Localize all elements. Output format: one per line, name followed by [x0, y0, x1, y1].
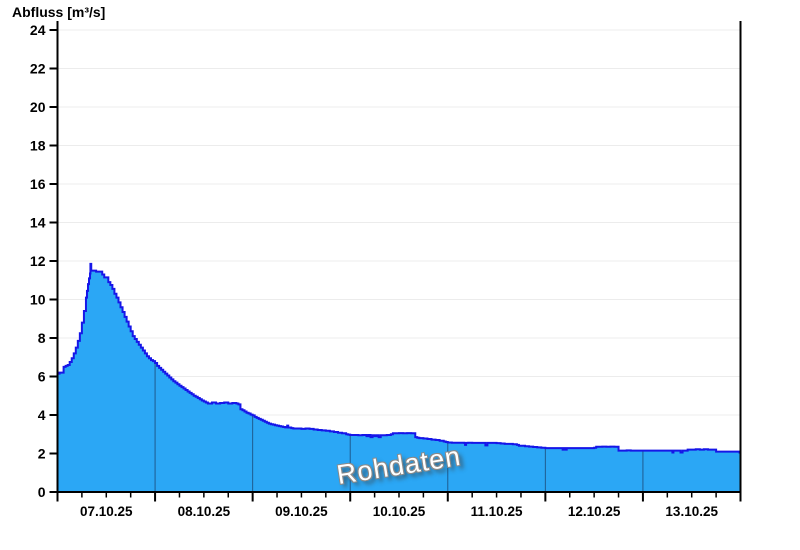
x-tick-label: 12.10.25: [568, 504, 621, 519]
y-tick-label: 4: [38, 407, 46, 423]
x-tick-label: 11.10.25: [471, 504, 523, 519]
y-tick-label: 6: [38, 369, 46, 385]
y-tick-label: 8: [38, 330, 46, 346]
y-tick-label: 20: [30, 99, 46, 115]
y-tick-label: 22: [30, 61, 46, 77]
x-tick-label: 13.10.25: [665, 504, 718, 519]
y-tick-label: 12: [30, 253, 46, 269]
x-tick-label: 09.10.25: [275, 504, 328, 519]
y-tick-label: 16: [30, 176, 46, 192]
y-tick-label: 18: [30, 138, 46, 154]
y-tick-label: 14: [30, 215, 46, 231]
y-tick-label: 0: [38, 484, 46, 500]
y-tick-label: 2: [38, 446, 46, 462]
y-tick-label: 10: [30, 292, 46, 308]
x-tick-label: 08.10.25: [178, 504, 231, 519]
x-tick-label: 07.10.25: [80, 504, 133, 519]
x-tick-label: 10.10.25: [373, 504, 426, 519]
discharge-step-line: [57, 262, 741, 454]
y-tick-label: 24: [30, 22, 46, 38]
chart-title: Abfluss [m³/s]: [12, 4, 106, 20]
discharge-area-fill: [57, 263, 741, 492]
